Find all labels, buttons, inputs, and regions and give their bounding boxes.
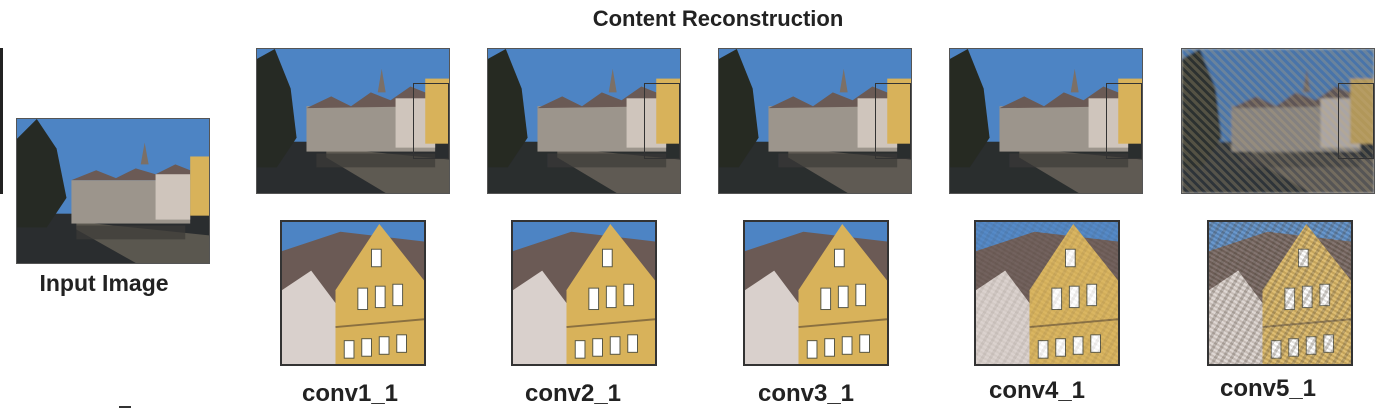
noise-overlay [976, 222, 1118, 364]
crop-region-box [1338, 83, 1374, 159]
crop-image-conv5_1 [1207, 220, 1353, 366]
layer-label-conv1_1: conv1_1 [301, 380, 399, 407]
layer-label-conv2_1: conv2_1 [524, 380, 622, 407]
crop-image-conv1_1 [280, 220, 426, 366]
layer-label-conv5_1: conv5_1 [1219, 375, 1317, 402]
reconstruction-image-conv1_1 [256, 48, 450, 194]
figure-title: Content Reconstruction [592, 6, 844, 31]
noise-overlay [1209, 222, 1351, 364]
input-image [16, 118, 210, 264]
input-image-label: Input Image [39, 270, 169, 296]
reconstruction-image-conv4_1 [949, 48, 1143, 194]
house-yellow [190, 156, 209, 216]
left-divider [0, 48, 3, 194]
reconstruction-image-conv5_1 [1181, 48, 1375, 194]
layer-label-conv4_1: conv4_1 [988, 377, 1086, 404]
noise-overlay [1182, 49, 1374, 193]
crop-region-box [413, 83, 449, 159]
crop-region-box [1106, 83, 1142, 159]
small-mark [119, 406, 131, 408]
crop-region-box [875, 83, 911, 159]
reconstruction-image-conv3_1 [718, 48, 912, 194]
layer-label-conv3_1: conv3_1 [757, 380, 855, 407]
crop-image-conv3_1 [743, 220, 889, 366]
reflection [76, 225, 186, 240]
crop-image-conv4_1 [974, 220, 1120, 366]
scene-svg [17, 119, 209, 263]
tree [17, 119, 67, 228]
reconstruction-image-conv2_1 [487, 48, 681, 194]
crop-image-conv2_1 [511, 220, 657, 366]
crop-region-box [644, 83, 680, 159]
house-white [155, 174, 191, 220]
church-spire [140, 142, 149, 165]
